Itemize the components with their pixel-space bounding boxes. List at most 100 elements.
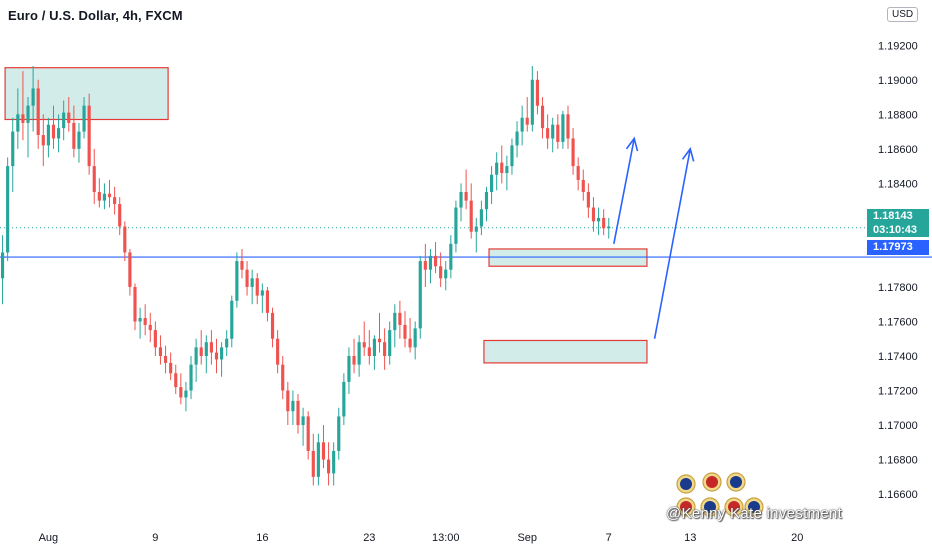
candle-body-32: [163, 356, 168, 363]
candle-body-68: [347, 356, 351, 382]
candle-body-28: [143, 318, 147, 325]
candle-body-31: [158, 347, 163, 356]
candle-body-43: [220, 347, 224, 360]
candle-body-109: [556, 124, 560, 142]
candle-body-118: [602, 217, 606, 229]
arrow-head-0: [625, 136, 639, 152]
candle-body-22: [113, 197, 117, 205]
candle-body-51: [260, 290, 264, 296]
candle-body-83: [423, 261, 427, 270]
x-tick-label: 13: [684, 532, 696, 544]
currency-badge[interactable]: USD: [887, 7, 919, 22]
y-tick-label: 1.19000: [878, 75, 918, 87]
x-tick-label: 13:00: [432, 532, 460, 544]
candle-body-87: [444, 269, 448, 279]
flag-badge-inner-icon: [706, 476, 718, 488]
candle-body-115: [586, 192, 590, 208]
flag-badge-inner-icon: [680, 501, 692, 513]
candle-body-75: [383, 342, 387, 356]
arrow-line-0: [613, 138, 636, 244]
candle-body-9: [46, 124, 50, 146]
candle-body-2: [11, 131, 15, 167]
y-tick-label: 1.17000: [878, 420, 918, 432]
bar-countdown: 03:10:43: [873, 224, 918, 236]
candle-body-14: [72, 122, 76, 149]
candle-body-70: [357, 342, 361, 365]
candle-body-35: [179, 387, 183, 398]
candle-body-29: [148, 324, 152, 331]
candle-body-49: [250, 278, 254, 287]
candle-body-23: [118, 204, 122, 227]
symbol-title: Euro / U.S. Dollar, 4h, FXCM: [8, 8, 183, 23]
x-tick-label: 20: [791, 532, 803, 544]
candle-body-62: [316, 442, 320, 477]
candle-body-81: [413, 328, 417, 348]
candle-body-50: [255, 278, 259, 296]
candle-body-84: [428, 255, 433, 270]
candle-body-17: [87, 105, 91, 167]
candle-body-57: [291, 400, 295, 412]
candle-body-25: [128, 252, 132, 287]
candle-body-95: [484, 192, 489, 210]
candle-body-111: [566, 114, 570, 139]
candle-body-117: [596, 217, 601, 222]
y-tick-label: 1.17400: [878, 351, 918, 363]
y-tick-label: 1.18800: [878, 109, 918, 121]
candles-layer: [0, 65, 611, 486]
candle-body-13: [67, 112, 71, 123]
candle-body-100: [510, 145, 514, 167]
candle-body-90: [459, 192, 463, 208]
candle-body-119: [607, 226, 611, 229]
x-tick-label: 9: [152, 532, 158, 544]
candle-body-91: [464, 192, 468, 201]
candle-body-11: [57, 128, 61, 139]
arrow-head-1: [681, 147, 695, 162]
y-tick-label: 1.18600: [878, 144, 918, 156]
flag-badge-inner-icon: [730, 476, 742, 488]
zones-layer: [4, 67, 648, 364]
candle-body-6: [31, 88, 35, 106]
candle-body-41: [209, 342, 213, 353]
candle-body-107: [546, 128, 550, 139]
candle-body-45: [230, 300, 234, 339]
flag-badge-inner-icon: [704, 501, 716, 513]
candle-body-26: [133, 286, 137, 322]
candle-body-42: [214, 352, 219, 360]
candle-body-74: [377, 338, 382, 343]
candle-body-61: [311, 450, 315, 477]
candle-body-67: [342, 381, 346, 417]
candle-body-8: [41, 135, 45, 146]
candle-body-59: [301, 416, 305, 426]
candle-body-96: [490, 174, 494, 192]
y-tick-label: 1.19200: [878, 40, 918, 52]
x-tick-label: Aug: [39, 532, 59, 544]
candle-body-94: [479, 209, 483, 227]
candle-body-97: [495, 162, 499, 175]
arrows-layer: [613, 136, 695, 339]
x-tick-label: 16: [256, 532, 268, 544]
candle-body-46: [235, 261, 239, 301]
candle-body-10: [51, 124, 56, 139]
candle-body-55: [281, 364, 285, 391]
candle-body-47: [240, 261, 244, 270]
candle-body-54: [276, 338, 280, 365]
flag-badge-inner-icon: [748, 501, 760, 513]
candle-body-78: [398, 312, 402, 325]
candle-body-63: [321, 442, 326, 460]
candle-body-112: [571, 138, 575, 167]
candle-body-77: [393, 312, 397, 331]
candle-body-76: [388, 330, 392, 356]
candle-body-40: [204, 342, 208, 356]
candle-body-7: [36, 88, 40, 136]
arrow-line-1: [653, 148, 692, 339]
candle-body-80: [408, 338, 412, 348]
candle-body-110: [561, 114, 565, 142]
y-tick-label: 1.17800: [878, 282, 918, 294]
candle-body-113: [576, 166, 580, 180]
candle-body-88: [449, 243, 453, 270]
zone-2: [483, 339, 648, 364]
candle-body-38: [194, 347, 198, 365]
candle-body-64: [326, 459, 331, 474]
